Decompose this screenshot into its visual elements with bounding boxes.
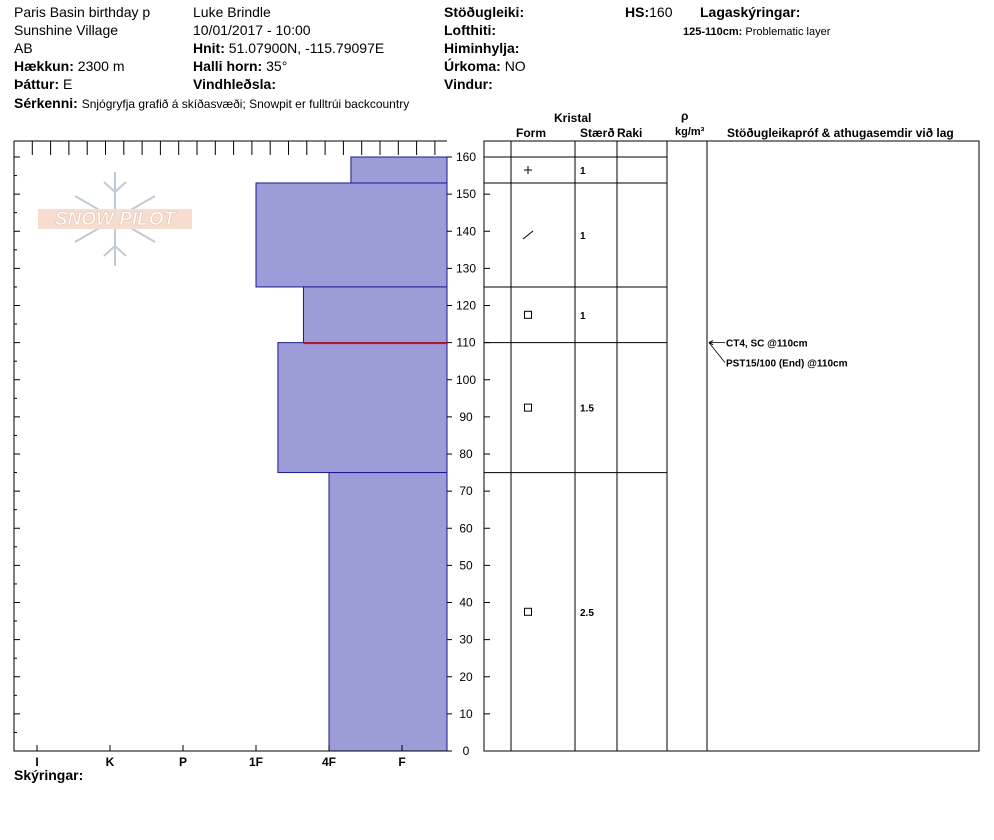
snowpilot-logo: SNOW PILOT — [38, 172, 192, 266]
air-temp-label: Lofthiti: — [444, 22, 497, 38]
layer-note-range: 125-110cm: — [683, 26, 743, 38]
hardness-layer-bar — [302, 286, 448, 344]
test-arrow-icon — [708, 340, 714, 345]
location-name: Paris Basin birthday p — [14, 4, 151, 20]
square-icon — [524, 403, 532, 412]
slash-icon — [522, 230, 534, 240]
hardness-tick-label: 4F — [322, 755, 336, 769]
slope-value: 35° — [266, 58, 288, 74]
observation-datetime: 10/01/2017 - 10:00 — [193, 22, 311, 38]
region-name: AB — [14, 40, 33, 56]
layer-note-text: Problematic layer — [745, 26, 831, 38]
observer-name: Luke Brindle — [193, 4, 271, 20]
area-name: Sunshine Village — [14, 22, 119, 38]
sky-label: Himinhylja: — [444, 40, 520, 56]
height-tick-label: 140 — [456, 224, 476, 238]
aspect: Þáttur: E — [14, 76, 72, 92]
layer-notes-label: Lagaskýringar: — [700, 4, 801, 20]
height-tick-label: 50 — [459, 558, 473, 572]
stability-test-label: CT4, SC @110cm — [726, 339, 808, 350]
wind-loading-label: Vindhleðsla: — [193, 76, 276, 92]
hs-value: 160 — [649, 4, 673, 20]
height-tick-label: 40 — [459, 596, 473, 610]
hardness-tick-label: I — [35, 755, 38, 769]
slope-label: Halli horn: — [193, 58, 263, 74]
layer-table-frame — [483, 140, 980, 752]
square-icon — [524, 310, 532, 319]
density-unit: kg/m³ — [675, 126, 705, 138]
notes-label: Skýringar: — [14, 767, 84, 783]
hardness-tick-label: F — [398, 755, 405, 769]
layer-note: 125-110cm: Problematic layer — [683, 24, 830, 40]
precip-value: NO — [504, 58, 526, 74]
grain-size-value: 1 — [580, 231, 586, 242]
tests-header: Stöðugleikapróf & athugasemdir við lag — [727, 126, 954, 140]
grain-size-value: 2.5 — [580, 608, 594, 619]
height-tick-label: 130 — [456, 261, 476, 275]
hardness-tick-label: K — [106, 755, 115, 769]
precipitation: Úrkoma: NO — [444, 58, 526, 74]
hardness-tick-label: 1F — [249, 755, 263, 769]
test-pointer — [708, 342, 726, 363]
size-header: Stærð — [580, 126, 615, 140]
grain-size-value: 1 — [580, 311, 586, 322]
height-tick-label: 60 — [459, 521, 473, 535]
height-tick-label: 0 — [463, 744, 470, 758]
hardness-layer-bar — [277, 342, 448, 474]
features-value: Snjógryfja grafið á skíðasvæði; Snowpit … — [81, 97, 410, 111]
height-tick-label: 160 — [456, 150, 476, 164]
stability-label: Stöðugleiki: — [444, 4, 525, 20]
hardness-layer-bar — [328, 472, 448, 752]
grain-size-value: 1 — [580, 166, 586, 177]
grain-size-value: 1.5 — [580, 404, 594, 415]
slope-angle: Halli horn: 35° — [193, 58, 287, 74]
hs-label: HS: — [625, 4, 650, 20]
height-tick-label: 10 — [459, 707, 473, 721]
stability-test-label: PST15/100 (End) @110cm — [726, 359, 848, 370]
height-tick-label: 120 — [456, 299, 476, 313]
features-label: Sérkenni: — [14, 95, 78, 111]
coordinates-value: 51.07900N, -115.79097E — [228, 40, 385, 56]
logo-band — [38, 209, 192, 229]
snow-height: HS:160 — [625, 4, 672, 20]
elevation-value: 2300 m — [77, 58, 125, 74]
height-tick-label: 110 — [456, 336, 475, 350]
wind-label: Vindur: — [444, 76, 493, 92]
hardness-tick-label: P — [179, 755, 187, 769]
features: Sérkenni: Snjógryfja grafið á skíðasvæði… — [14, 95, 409, 112]
logo-text: SNOW PILOT — [55, 209, 177, 230]
elevation-label: Hækkun: — [14, 58, 74, 74]
elevation: Hækkun: 2300 m — [14, 58, 125, 74]
height-tick-label: 20 — [459, 670, 473, 684]
plus-icon — [524, 165, 532, 174]
hardness-layer-bar — [350, 156, 448, 184]
form-header: Form — [516, 126, 546, 140]
moisture-header: Raki — [617, 126, 643, 140]
height-tick-label: 30 — [459, 633, 473, 647]
density-symbol: ρ — [681, 109, 689, 123]
height-tick-label: 100 — [456, 373, 476, 387]
aspect-label: Þáttur: — [14, 76, 60, 92]
aspect-value: E — [63, 76, 73, 92]
square-icon — [524, 607, 532, 616]
coordinates: Hnit: 51.07900N, -115.79097E — [193, 40, 384, 56]
height-tick-label: 90 — [459, 410, 473, 424]
coordinates-label: Hnit: — [193, 40, 225, 56]
hardness-layer-bar — [255, 182, 448, 288]
height-tick-label: 80 — [459, 447, 473, 461]
crystal-header: Kristal — [554, 111, 592, 125]
precip-label: Úrkoma: — [444, 58, 501, 74]
height-tick-label: 150 — [456, 187, 476, 201]
height-tick-label: 70 — [459, 484, 473, 498]
